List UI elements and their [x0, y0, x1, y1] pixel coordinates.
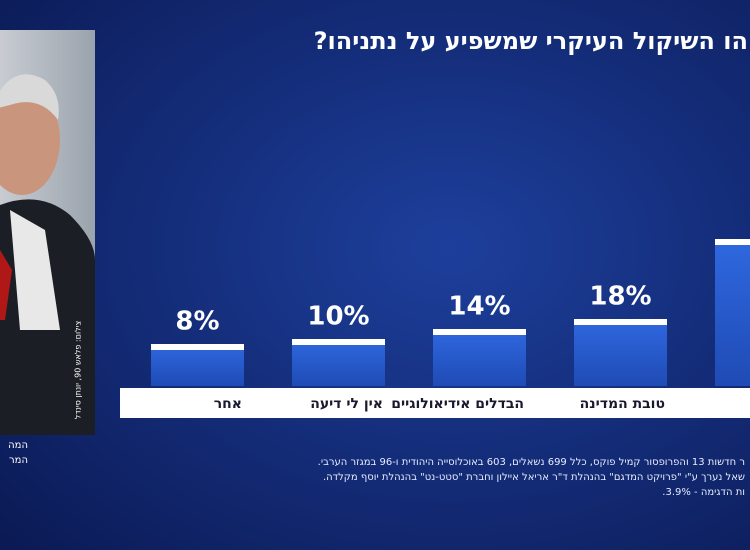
bar — [715, 239, 750, 386]
category-label: אין לי דיעה — [310, 396, 383, 412]
caption: המר — [9, 455, 28, 466]
category-label: אחר — [214, 396, 242, 412]
bar — [574, 319, 667, 386]
bar-cap — [574, 319, 667, 325]
bar-cap — [715, 239, 750, 245]
value-label: 18% — [589, 282, 651, 312]
bar — [151, 344, 244, 386]
value-label: 10% — [307, 302, 369, 332]
label-band — [120, 388, 750, 418]
footnote: ות הדגימה - 3.9%. — [662, 487, 745, 498]
photo — [0, 30, 95, 435]
bar — [292, 339, 385, 386]
bar — [433, 329, 526, 386]
caption: המה — [8, 440, 28, 451]
category-label: טובת המדינה — [580, 396, 665, 412]
footnote: ר חדשות 13 והפרופסור קמיל פוקס, כלל 699 … — [318, 457, 745, 468]
photo-credit: צילום: פלאש 90, יונתן סינדל — [74, 321, 83, 420]
chart-title: הו השיקול העיקרי שמשפיע על נתניהו? — [314, 27, 748, 55]
bar-cap — [151, 344, 244, 350]
bar-cap — [292, 339, 385, 345]
footnote: שאל נערך ע"י "פרויקט המדגם" בהנהלת ד"ר א… — [323, 472, 745, 483]
value-label: 14% — [448, 292, 510, 322]
category-label: הבדלים אידיאולוגיים — [391, 396, 524, 412]
value-label: 8% — [175, 307, 219, 337]
bar-cap — [433, 329, 526, 335]
